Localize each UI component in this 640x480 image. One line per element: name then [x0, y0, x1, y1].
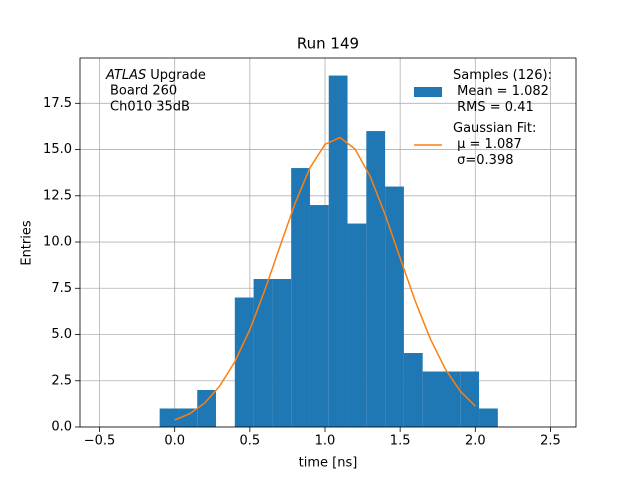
bar — [366, 131, 386, 427]
annotation-line: Ch010 35dB — [110, 100, 190, 115]
y-tick-label: 10.0 — [43, 235, 72, 250]
annotation: ATLAS Upgrade — [105, 68, 206, 83]
bar — [328, 75, 348, 428]
y-tick-label: 2.5 — [51, 373, 72, 388]
bar — [178, 408, 198, 427]
x-tick-label: 1.0 — [315, 434, 336, 449]
chart-title: Run 149 — [297, 35, 359, 53]
axes-frame — [79, 57, 577, 428]
bar — [234, 297, 254, 427]
y-tick-label: 7.5 — [51, 281, 72, 296]
x-tick-label: 0.5 — [239, 434, 260, 449]
bar — [385, 186, 404, 427]
bar — [347, 223, 367, 427]
bar — [159, 408, 179, 427]
y-tick-label: 15.0 — [43, 142, 72, 157]
annotation-line: Upgrade — [150, 68, 206, 83]
bar — [197, 390, 217, 427]
x-tick-label: 1.5 — [390, 434, 411, 449]
y-tick-label: 12.5 — [43, 188, 72, 203]
x-tick-label: 2.0 — [465, 434, 486, 449]
bar — [253, 279, 273, 427]
y-tick-label: 17.5 — [43, 96, 72, 111]
bar — [460, 371, 480, 427]
y-axis-label: Entries — [20, 220, 35, 266]
x-tick-label: −0.5 — [84, 434, 116, 449]
bar — [309, 205, 329, 427]
bar — [422, 371, 442, 427]
legend-label: Gaussian Fit: μ = 1.087 σ=0.398 — [453, 121, 537, 168]
y-tick-label: 5.0 — [51, 327, 72, 342]
x-tick-label: 0.0 — [164, 434, 185, 449]
y-tick-label: 0.0 — [51, 420, 72, 435]
annotation-line: Board 260 — [110, 84, 177, 99]
x-tick-label: 2.5 — [540, 434, 561, 449]
legend-label: Samples (126): Mean = 1.082 RMS = 0.41 — [453, 68, 552, 115]
annotation-experiment: ATLAS — [105, 68, 146, 83]
bar — [479, 408, 498, 427]
fit-line — [174, 136, 476, 421]
bar — [272, 279, 292, 427]
bar — [403, 353, 423, 427]
x-axis-label: time [ns] — [299, 456, 358, 471]
bar — [291, 168, 310, 428]
bar — [441, 371, 461, 427]
legend-handle — [414, 87, 442, 97]
